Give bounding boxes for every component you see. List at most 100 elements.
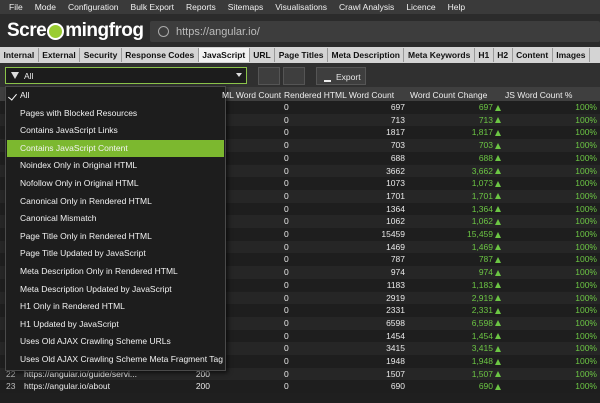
cell-original-count: 0	[284, 114, 289, 125]
cell-address: https://angular.io/about	[24, 381, 111, 392]
menu-item[interactable]: File	[9, 2, 23, 12]
filter-option[interactable]: H1 Only in Rendered HTML	[20, 301, 125, 312]
cell-change: 1,183	[471, 279, 493, 290]
filter-option[interactable]: Meta Description Updated by JavaScript	[20, 283, 172, 294]
tab[interactable]: Internal	[0, 48, 39, 62]
cell-original-count: 0	[284, 178, 289, 189]
cell-original-count: 0	[284, 203, 289, 214]
filter-option[interactable]: Noindex Only in Original HTML	[20, 160, 138, 171]
tab[interactable]: Images	[553, 48, 590, 62]
cell-rendered-count: 1183	[386, 279, 405, 290]
cell-original-count: 0	[284, 190, 289, 201]
address-bar[interactable]: https://angular.io/	[150, 21, 600, 42]
cell-original-count: 0	[284, 279, 289, 290]
cell-original-count: 0	[284, 140, 289, 151]
filter-option[interactable]: H1 Updated by JavaScript	[20, 318, 119, 329]
filter-icon	[11, 72, 19, 79]
cell-rendered-count: 787	[390, 254, 405, 265]
cell-rendered-count: 697	[390, 102, 405, 112]
column-header[interactable]: ML Word Count	[222, 90, 282, 100]
cell-rendered-count: 2331	[386, 305, 405, 316]
tab[interactable]: Security	[80, 48, 122, 62]
tab[interactable]: H2	[494, 48, 513, 62]
column-header[interactable]: Word Count Change	[410, 90, 488, 100]
cell-change: 1,948	[471, 356, 493, 366]
filter-option[interactable]: Page Title Updated by JavaScript	[20, 248, 146, 259]
cell-original-count: 0	[284, 152, 289, 163]
address-text: https://angular.io/	[176, 26, 260, 38]
menu-item[interactable]: Reports	[186, 2, 216, 12]
filter-option[interactable]: Uses Old AJAX Crawling Scheme Meta Fragm…	[20, 354, 223, 364]
up-arrow	[495, 320, 501, 327]
tab[interactable]: Meta Description	[328, 48, 405, 62]
cell-rendered-count: 974	[390, 267, 405, 278]
cell-original-count: 0	[284, 292, 289, 303]
tree-view-button[interactable]	[283, 67, 305, 85]
menu-item[interactable]: Licence	[406, 2, 436, 12]
cell-original-count: 0	[284, 102, 289, 112]
filter-option[interactable]: Contains JavaScript Content	[7, 139, 224, 158]
cell-js-percent: 100%	[575, 203, 597, 214]
menu-item[interactable]: Help	[447, 2, 466, 12]
list-view-button[interactable]	[258, 67, 280, 85]
cell-change: 15,459	[467, 229, 493, 239]
cell-rendered-count: 703	[390, 140, 405, 151]
cell-original-count: 0	[284, 127, 289, 138]
menu-item[interactable]: Sitemaps	[227, 2, 264, 12]
menu-item[interactable]: Visualisations	[275, 2, 328, 12]
cell-change: 6,598	[471, 317, 493, 328]
tab[interactable]: H1	[475, 48, 494, 62]
cell-change: 974	[478, 267, 493, 278]
cell-original-count: 0	[284, 330, 289, 341]
cell-change: 2,331	[471, 305, 493, 316]
cell-original-count: 0	[284, 216, 289, 227]
filter-option[interactable]: Uses Old AJAX Crawling Scheme URLs	[20, 336, 171, 347]
tab[interactable]: Content	[513, 48, 553, 62]
up-arrow	[495, 168, 501, 174]
cell-js-percent: 100%	[575, 127, 597, 138]
cell-js-percent: 100%	[575, 356, 597, 366]
filter-option[interactable]: Pages with Blocked Resources	[20, 107, 138, 118]
tab[interactable]: External	[39, 48, 81, 62]
export-icon	[324, 72, 331, 82]
menu-item[interactable]: Crawl Analysis	[339, 2, 395, 12]
cell-change: 703	[478, 140, 493, 151]
filter-menu: All Pages with Blocked Resources Contains …	[5, 86, 226, 371]
column-header[interactable]: Rendered HTML Word Count	[284, 90, 395, 100]
tab[interactable]: Meta Keywords	[404, 48, 475, 62]
tab[interactable]: URL	[250, 48, 276, 62]
filter-option[interactable]: Nofollow Only in Original HTML	[20, 178, 139, 188]
cell-js-percent: 100%	[575, 165, 597, 176]
tab[interactable]: Response Codes	[122, 48, 199, 62]
up-arrow	[495, 269, 501, 276]
filter-option[interactable]: Canonical Only in Rendered HTML	[20, 195, 152, 206]
filter-option[interactable]: Canonical Mismatch	[20, 213, 97, 224]
cell-js-percent: 100%	[575, 241, 597, 252]
filter-option[interactable]: Contains JavaScript Links	[20, 125, 118, 136]
cell-original-count: 0	[284, 241, 289, 252]
cell-original-count: 0	[284, 356, 289, 366]
menu-item[interactable]: Bulk Export	[130, 2, 174, 12]
up-arrow	[495, 371, 501, 378]
table-row[interactable]: 0 690 690 100% 23 https://angular.io/about 200	[0, 380, 600, 394]
filter-option[interactable]: All	[7, 87, 224, 105]
up-arrow	[495, 193, 501, 200]
menu-item[interactable]: Mode	[34, 2, 56, 12]
up-arrow	[495, 307, 501, 314]
cell-js-percent: 100%	[575, 216, 597, 227]
filter-dropdown[interactable]: All	[5, 67, 247, 84]
filter-option[interactable]: Meta Description Only in Rendered HTML	[20, 266, 178, 276]
menu-item[interactable]: Configuration	[67, 2, 119, 12]
cell-rendered-count: 1701	[386, 190, 405, 201]
filter-option[interactable]: Page Title Only in Rendered HTML	[20, 230, 152, 241]
cell-change: 688	[478, 152, 493, 163]
up-arrow	[495, 345, 501, 352]
cell-row-number: 23	[6, 381, 16, 392]
cell-original-count: 0	[284, 317, 289, 328]
tab[interactable]: JavaScript	[198, 48, 250, 62]
cell-js-percent: 100%	[575, 330, 597, 341]
column-header[interactable]: JS Word Count %	[505, 90, 573, 100]
tab[interactable]: Page Titles	[275, 48, 328, 62]
export-button[interactable]: Export	[316, 67, 366, 85]
